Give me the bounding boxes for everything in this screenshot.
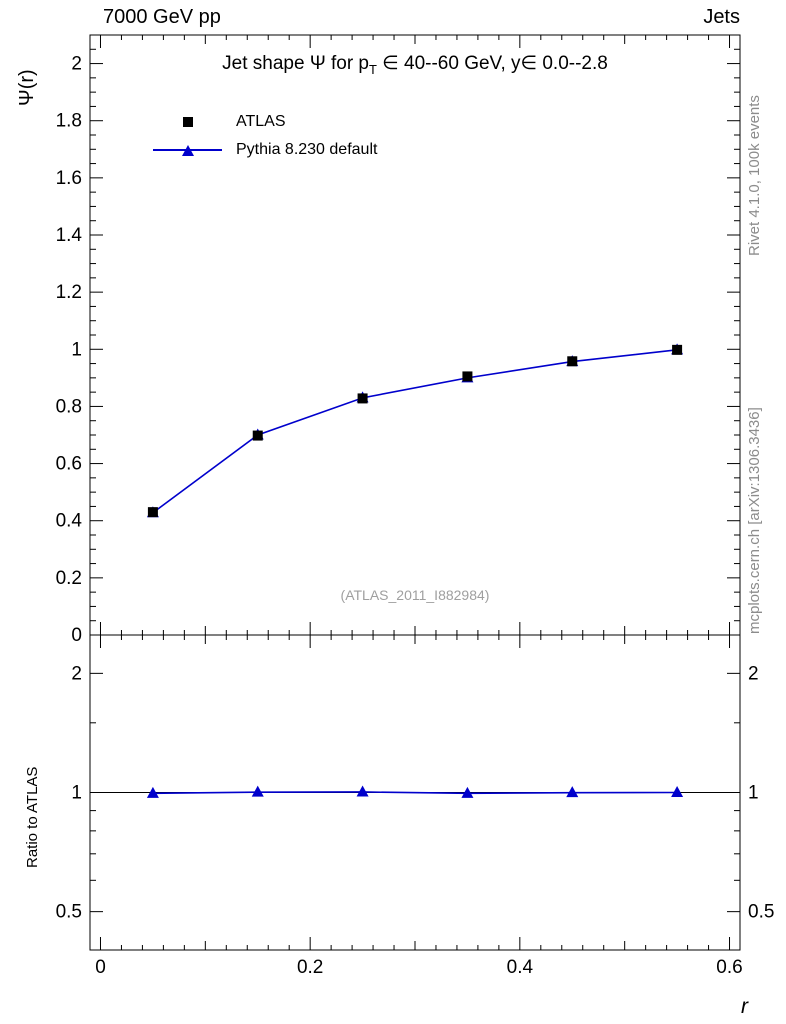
- plot-title-post: ∈ 40--60 GeV, y∈ 0.0--2.8: [376, 53, 608, 74]
- legend-item-atlas: ATLAS: [145, 108, 377, 136]
- mcplots-reference-note: mcplots.cern.ch [arXiv:1306.3436]: [746, 407, 763, 634]
- y-tick-label: 1.6: [56, 168, 82, 189]
- legend-label-atlas: ATLAS: [236, 113, 286, 130]
- y-tick-label: 1.2: [56, 282, 82, 303]
- y-tick-label: 1: [71, 339, 82, 360]
- data-point-square: [357, 393, 368, 404]
- y-tick-label: 2: [71, 54, 82, 75]
- legend-marker-area: [145, 136, 230, 164]
- ratio-data-point-triangle: [146, 786, 159, 798]
- plot-title: Jet shape Ψ for pT ∈ 40--60 GeV, y∈ 0.0-…: [90, 52, 740, 77]
- legend-marker-area: [145, 108, 230, 136]
- x-axis-title: r: [741, 995, 748, 1018]
- plot-title-subscript: T: [369, 61, 377, 77]
- ratio-data-point-triangle: [671, 786, 684, 797]
- y-tick-label: 1.8: [56, 111, 82, 132]
- x-tick-label: 0.2: [297, 957, 323, 978]
- ratio-y-axis-title: Ratio to ATLAS: [24, 766, 41, 868]
- x-tick-label: 0.6: [716, 957, 742, 978]
- ratio-data-point-triangle: [566, 786, 579, 798]
- data-point-square: [147, 507, 158, 518]
- ratio-tick-label-left: 0.5: [56, 902, 82, 923]
- ratio-tick-label-right: 2: [748, 663, 759, 684]
- analysis-id-watermark: (ATLAS_2011_I882984): [340, 587, 490, 603]
- ratio-tick-label-left: 2: [71, 663, 82, 684]
- ratio-tick-label-right: 1: [748, 783, 759, 804]
- triangle-marker-icon: [181, 144, 194, 156]
- ratio-tick-label-left: 1: [71, 783, 82, 804]
- data-point-square: [462, 371, 473, 382]
- analysis-group-label: Jets: [703, 6, 740, 28]
- ratio-tick-label-right: 0.5: [748, 902, 774, 923]
- ratio-data-point-triangle: [461, 786, 474, 798]
- data-point-square: [252, 430, 263, 441]
- plot-title-pre: Jet shape Ψ for p: [222, 53, 369, 74]
- y-axis-title: Ψ(r): [16, 69, 38, 106]
- data-point-square: [672, 344, 683, 355]
- y-tick-label: 0.2: [56, 568, 82, 589]
- beam-energy-label: 7000 GeV pp: [103, 6, 221, 28]
- legend: ATLAS Pythia 8.230 default: [145, 108, 377, 164]
- legend-label-pythia: Pythia 8.230 default: [236, 141, 378, 158]
- ratio-data-point-triangle: [251, 785, 264, 797]
- data-point-square: [567, 356, 578, 367]
- y-tick-label: 1.4: [56, 225, 83, 246]
- y-tick-label: 0.6: [56, 454, 82, 475]
- legend-item-pythia: Pythia 8.230 default: [145, 136, 377, 164]
- ratio-data-point-triangle: [356, 785, 369, 797]
- rivet-version-note: Rivet 4.1.0, 100k events: [746, 95, 763, 256]
- x-tick-label: 0.4: [507, 957, 534, 978]
- ratio-mc-line: [152, 791, 678, 795]
- y-tick-label: 0.4: [56, 511, 83, 532]
- y-tick-label: 0: [71, 625, 82, 646]
- mc-line: [152, 349, 678, 514]
- square-marker-icon: [182, 117, 193, 127]
- y-tick-label: 0.8: [56, 396, 82, 417]
- x-tick-label: 0: [95, 957, 106, 978]
